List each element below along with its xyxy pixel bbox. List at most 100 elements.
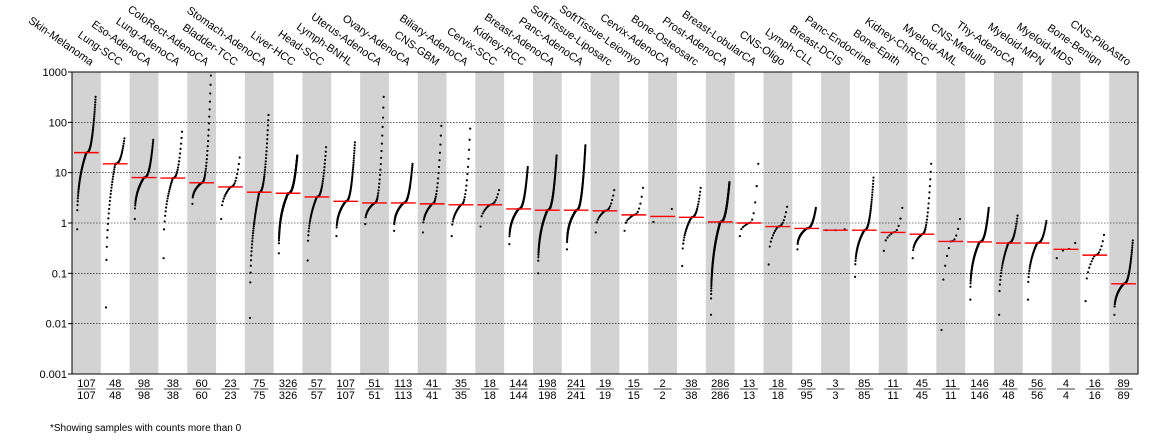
data-point <box>452 217 455 221</box>
data-point <box>380 149 383 153</box>
data-point <box>930 162 933 165</box>
data-point <box>872 176 875 179</box>
data-point <box>267 113 270 117</box>
data-point <box>451 223 454 226</box>
data-point <box>435 189 438 193</box>
data-point <box>93 110 96 113</box>
data-point <box>353 144 356 147</box>
data-point <box>250 250 253 253</box>
data-point <box>1101 240 1104 243</box>
footnote: *Showing samples with counts more than 0 <box>50 423 242 434</box>
data-point <box>682 239 685 242</box>
count-total: 4 <box>1063 390 1069 402</box>
data-point <box>439 143 442 146</box>
data-point <box>636 210 639 213</box>
data-point <box>854 255 858 258</box>
data-point <box>482 210 485 213</box>
data-point <box>433 199 436 202</box>
data-point <box>1113 303 1116 306</box>
data-point <box>277 237 281 240</box>
data-point <box>612 194 615 197</box>
data-point <box>151 147 154 151</box>
count-shown: 38 <box>685 378 697 390</box>
data-point <box>381 116 385 119</box>
data-point <box>92 117 96 120</box>
category-points <box>537 154 558 275</box>
count-total: 107 <box>77 390 95 402</box>
data-point <box>76 200 79 203</box>
data-point <box>93 115 96 118</box>
data-point <box>890 232 893 235</box>
count-total: 98 <box>138 390 150 402</box>
data-point <box>122 140 126 143</box>
data-point <box>871 191 874 194</box>
data-point <box>178 156 181 159</box>
count-total: 38 <box>167 390 179 402</box>
y-tick-label: 10 <box>55 168 67 180</box>
data-point <box>237 162 240 166</box>
count-shown: 18 <box>484 378 496 390</box>
count-total: 75 <box>253 390 265 402</box>
data-point <box>1089 263 1092 266</box>
count-shown: 15 <box>628 378 640 390</box>
data-point <box>180 136 183 140</box>
data-point <box>411 166 414 169</box>
data-point <box>1113 305 1116 308</box>
data-point <box>175 172 178 175</box>
count-total: 45 <box>916 390 928 402</box>
data-point <box>639 202 642 205</box>
data-point <box>322 177 325 180</box>
data-point <box>93 108 96 111</box>
data-point <box>168 188 171 191</box>
data-point <box>882 249 885 252</box>
data-point <box>768 245 771 248</box>
y-tick-label: 1000 <box>43 67 67 79</box>
data-point <box>899 217 902 220</box>
data-point <box>683 234 686 237</box>
data-point <box>254 211 257 215</box>
data-point <box>267 119 270 122</box>
count-total: 286 <box>711 390 729 402</box>
data-point <box>175 170 179 174</box>
data-point <box>537 251 540 254</box>
data-point <box>757 162 760 165</box>
data-point <box>435 192 438 196</box>
data-point <box>266 124 270 127</box>
data-point <box>912 248 915 252</box>
data-point <box>1000 266 1003 269</box>
data-point <box>107 212 110 215</box>
data-point <box>623 229 626 232</box>
count-total: 2 <box>660 390 666 402</box>
category-points <box>940 217 962 332</box>
data-point <box>353 141 357 144</box>
data-point <box>869 212 872 215</box>
data-point <box>191 196 194 199</box>
count-total: 85 <box>858 390 870 402</box>
data-point <box>783 215 787 218</box>
data-point <box>1044 223 1047 226</box>
data-point <box>105 245 108 248</box>
count-shown: 57 <box>311 378 323 390</box>
data-point <box>464 189 467 192</box>
data-point <box>710 287 713 290</box>
count-shown: 16 <box>1089 378 1101 390</box>
data-point <box>264 166 267 169</box>
count-total: 16 <box>1089 390 1101 402</box>
data-point <box>77 190 80 193</box>
data-point <box>958 217 962 221</box>
category-points <box>623 186 645 232</box>
data-point <box>710 289 713 292</box>
data-point <box>104 306 108 309</box>
data-point <box>888 234 891 237</box>
data-point <box>927 197 931 200</box>
data-point <box>105 258 108 261</box>
data-point <box>1013 231 1016 234</box>
data-point <box>151 142 154 145</box>
data-point <box>698 194 701 197</box>
data-point <box>752 212 755 215</box>
data-point <box>364 223 367 226</box>
data-point <box>928 191 931 194</box>
data-point <box>872 179 875 182</box>
data-point <box>167 194 170 198</box>
